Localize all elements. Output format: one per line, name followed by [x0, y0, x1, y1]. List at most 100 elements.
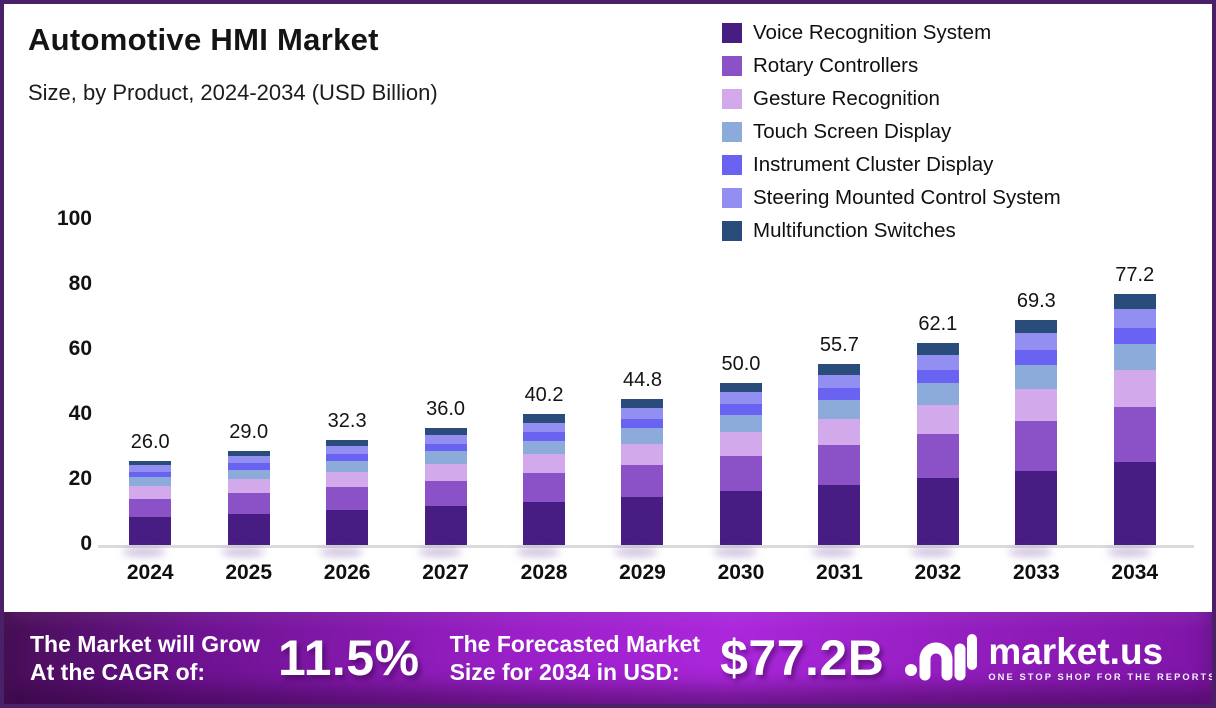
y-tick-label: 40: [68, 402, 92, 425]
bar-segment: [523, 501, 566, 545]
bar-segment: [818, 445, 861, 486]
bar-segment: [129, 477, 172, 487]
x-axis-label: 2034: [1111, 561, 1159, 584]
bar-segment: [227, 469, 270, 480]
bar-column-2028: 40.2 2028: [495, 220, 593, 584]
bar-segment: [719, 382, 762, 393]
bar-total-label: 32.3: [327, 410, 367, 433]
bar-segment: [1113, 344, 1156, 371]
bar-total-label: 36.0: [426, 398, 466, 421]
bar-column-2026: 32.3 2026: [298, 220, 396, 584]
chart-legend: Voice Recognition System Rotary Controlle…: [722, 21, 1061, 243]
forecast-label-line2: Size for 2034 in USD:: [449, 659, 680, 685]
bar-stack: [916, 343, 959, 545]
bar-segment: [227, 463, 270, 470]
bar-segment: [129, 465, 172, 472]
bar-total-label: 26.0: [130, 430, 170, 453]
cagr-label-line1: The Market will Grow: [30, 630, 261, 657]
bar-segment: [129, 471, 172, 478]
bar-segment: [621, 408, 664, 419]
legend-item-1: Rotary Controllers: [722, 54, 1061, 78]
bar-total-label: 77.2: [1115, 264, 1155, 287]
bar-segment: [227, 513, 270, 545]
legend-label: Touch Screen Display: [753, 120, 952, 143]
bar-total-label: 50.0: [721, 352, 761, 375]
brand-logo: market.us ONE STOP SHOP FOR THE REPORTS: [904, 629, 1216, 688]
bar-total-label: 40.2: [524, 384, 564, 407]
bar-segment: [916, 343, 959, 356]
y-tick-label: 100: [56, 207, 92, 230]
bar-column-2025: 29.0 2025: [199, 220, 297, 584]
bar-segment: [326, 440, 369, 447]
y-tick-label: 20: [68, 467, 92, 490]
page-subtitle: Size, by Product, 2024-2034 (USD Billion…: [28, 80, 438, 105]
bar-segment: [326, 487, 369, 511]
bar-segment: [719, 431, 762, 456]
legend-label: Gesture Recognition: [753, 87, 940, 110]
cagr-label: The Market will Grow At the CAGR of:: [30, 630, 260, 686]
forecast-value: $77.2B: [720, 630, 885, 686]
legend-swatch-icon: [722, 89, 742, 109]
legend-label: Instrument Cluster Display: [753, 153, 994, 176]
cagr-label-line2: At the CAGR of:: [30, 659, 206, 685]
bar-segment: [1113, 294, 1156, 310]
bar-segment: [719, 404, 762, 416]
bar-segment: [424, 435, 467, 444]
bar-segment: [523, 440, 566, 455]
bar-segment: [1015, 388, 1058, 422]
market-us-logo-icon: [904, 629, 978, 688]
bar-segment: [916, 478, 959, 545]
forecast-label-line1: The Forecasted Market: [449, 630, 701, 657]
bar-segment: [227, 493, 270, 514]
bar-segment: [424, 480, 467, 507]
legend-label: Multifunction Switches: [753, 219, 956, 242]
bar-segment: [916, 404, 959, 434]
bar-segment: [621, 399, 664, 409]
bar-stack: [424, 428, 467, 545]
bar-segment: [1015, 333, 1058, 351]
brand-tagline: ONE STOP SHOP FOR THE REPORTS: [988, 672, 1216, 683]
bar-column-2030: 50.0 2030: [692, 220, 790, 584]
legend-swatch-icon: [722, 188, 742, 208]
bar-segment: [326, 454, 369, 461]
x-axis-label: 2027: [422, 561, 469, 584]
bar-segment: [916, 355, 959, 371]
bar-total-label: 69.3: [1016, 289, 1056, 312]
bar-segment: [621, 418, 664, 429]
bar-segment: [523, 414, 566, 423]
bar-segment: [719, 415, 762, 432]
cagr-value: 11.5%: [278, 630, 420, 686]
bar-segment: [424, 443, 467, 452]
bar-segment: [1015, 470, 1058, 545]
bar-segment: [129, 498, 172, 518]
bar-segment: [424, 506, 467, 545]
legend-label: Voice Recognition System: [753, 21, 992, 44]
bar-segment: [818, 418, 861, 446]
bar-segment: [1015, 364, 1058, 389]
bar-stack: [1015, 319, 1058, 545]
bar-stack: [326, 440, 369, 545]
bar-stack: [129, 460, 172, 545]
bar-column-2034: 77.2 2034: [1086, 220, 1184, 584]
bar-column-2029: 44.8 2029: [593, 220, 691, 584]
bar-stack: [719, 382, 762, 545]
bar-stack: [621, 399, 664, 545]
bar-segment: [916, 383, 959, 405]
bar-segment: [916, 370, 959, 384]
bar-total-label: 29.0: [229, 420, 269, 443]
bar-column-2024: 26.0 2024: [101, 220, 199, 584]
bar-segment: [523, 432, 566, 441]
x-axis-line: [98, 545, 1194, 548]
bar-stack: [227, 450, 270, 545]
x-axis-label: 2024: [126, 561, 174, 584]
bar-column-2033: 69.3 2033: [987, 220, 1085, 584]
bar-column-2032: 62.1 2032: [889, 220, 987, 584]
bar-segment: [129, 460, 172, 466]
bar-segment: [1113, 406, 1156, 463]
bar-segment: [523, 422, 566, 433]
legend-swatch-icon: [722, 221, 742, 241]
y-tick-label: 0: [80, 532, 92, 555]
y-tick-label: 80: [68, 272, 92, 295]
bar-segment: [1113, 309, 1156, 328]
